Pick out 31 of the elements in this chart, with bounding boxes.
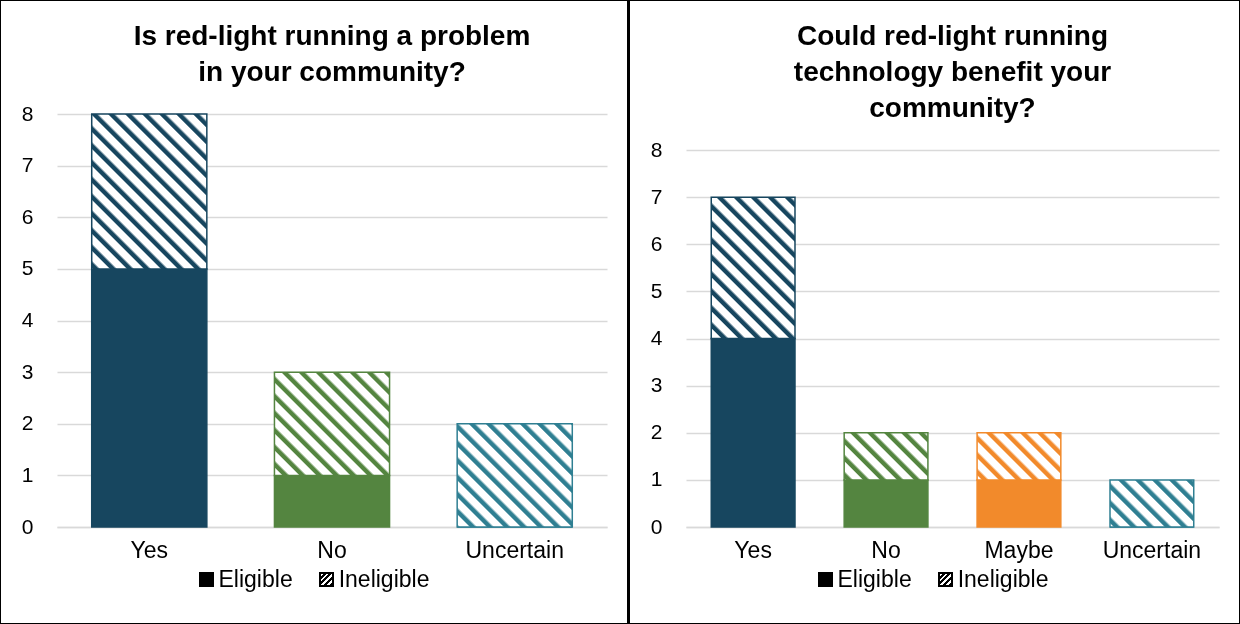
y-tick-label: 3 — [21, 359, 34, 383]
x-tick-label: Uncertain — [465, 536, 564, 563]
x-tick-label: Yes — [130, 536, 169, 563]
y-tick-label: 2 — [650, 420, 663, 444]
y-tick-label: 1 — [650, 467, 663, 491]
y-tick-label: 8 — [21, 101, 34, 125]
y-tick-label: 6 — [21, 204, 34, 228]
x-tick-label: Uncertain — [1102, 536, 1202, 563]
y-tick-label: 5 — [21, 256, 34, 280]
chart-title: Is red-light running a problem in your community? — [133, 20, 531, 87]
chart-title: Could red-light running technology benefit your community? — [793, 20, 1112, 123]
x-tick-label: No — [317, 536, 347, 563]
y-tick-label: 1 — [21, 462, 34, 486]
y-tick-label: 5 — [650, 278, 663, 302]
y-tick-label: 0 — [650, 514, 663, 538]
series-label: Eligible — [218, 566, 293, 593]
y-tick-label: 7 — [650, 184, 663, 208]
y-tick-label: 2 — [21, 411, 34, 435]
y-tick-label: 0 — [21, 514, 34, 538]
x-tick-label: Yes — [734, 536, 772, 563]
y-tick-label: 4 — [21, 308, 34, 331]
y-tick-label: 8 — [650, 137, 663, 161]
legend-label: Ineligible — [957, 566, 1049, 593]
series-label: Eligible — [837, 566, 912, 593]
y-tick-label: 4 — [650, 326, 663, 349]
legend-label: Ineligible — [338, 566, 430, 593]
x-tick-label: Maybe — [984, 536, 1054, 563]
y-tick-label: 6 — [650, 231, 663, 255]
y-tick-label: 7 — [21, 153, 34, 177]
x-tick-label: No — [871, 536, 901, 563]
y-tick-label: 3 — [650, 373, 663, 397]
